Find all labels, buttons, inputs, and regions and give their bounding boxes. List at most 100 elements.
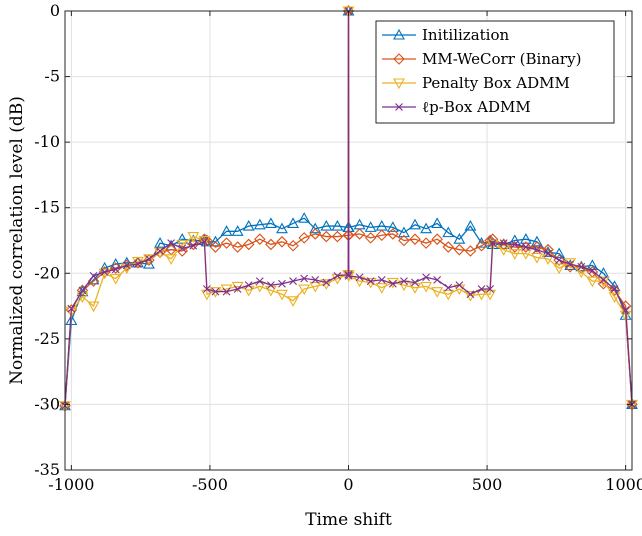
data-point <box>388 279 397 288</box>
legend-marker <box>395 103 403 111</box>
data-point <box>165 254 178 265</box>
data-point <box>67 304 76 313</box>
data-point <box>202 285 211 293</box>
data-point <box>377 275 386 284</box>
data-point <box>488 239 497 248</box>
data-point <box>420 281 433 293</box>
axis-ticks: -1000 -500 0 500 1000 0 -5 -10 -15 -20 -25 -30 -35 <box>34 1 642 494</box>
data-point <box>475 289 488 301</box>
data-point <box>220 225 233 236</box>
data-point <box>531 235 543 247</box>
data-point <box>519 249 532 260</box>
data-point <box>253 281 266 293</box>
data-point <box>610 285 619 293</box>
data-point <box>320 230 333 243</box>
data-point <box>510 240 519 249</box>
data-point <box>276 222 288 234</box>
data-point <box>209 235 222 247</box>
data-point <box>189 241 198 250</box>
y-tick-label: -10 <box>34 132 60 151</box>
data-point <box>533 245 541 254</box>
data-point <box>375 283 388 294</box>
data-point <box>187 232 200 243</box>
data-point <box>287 217 300 229</box>
data-point <box>331 230 344 243</box>
data-point <box>521 243 530 251</box>
y-axis-label: Normalized correlation level (dB) <box>7 96 27 385</box>
data-point <box>200 237 209 246</box>
data-point <box>176 239 189 251</box>
data-point <box>387 228 399 240</box>
data-point <box>320 219 333 231</box>
data-point <box>577 262 586 271</box>
data-point <box>109 273 122 285</box>
data-point <box>431 217 444 229</box>
data-point <box>209 241 222 253</box>
data-point <box>531 241 543 253</box>
data-point <box>553 247 566 259</box>
data-point <box>231 225 244 236</box>
data-point <box>98 266 111 278</box>
data-point <box>220 237 233 249</box>
data-point <box>287 296 300 307</box>
legend-item: Penalty Box ADMM <box>382 74 570 92</box>
data-point <box>201 234 213 247</box>
data-point <box>453 233 466 244</box>
legend: Initilization MM-WeCorr (Binary) Penalty B… <box>375 20 615 124</box>
data-point <box>176 233 189 244</box>
data-point <box>65 314 78 326</box>
data-point <box>253 218 266 230</box>
data-point <box>264 285 277 297</box>
y-tick-label: -30 <box>34 394 60 413</box>
legend-item: MM-WeCorr (Binary) <box>382 50 581 68</box>
data-point <box>553 263 566 275</box>
data-point <box>211 287 220 296</box>
data-point <box>276 289 288 301</box>
data-point <box>111 265 120 274</box>
data-point <box>355 273 364 282</box>
legend-marker <box>393 53 405 65</box>
data-point <box>409 283 421 294</box>
data-point <box>422 273 430 282</box>
data-point <box>544 249 552 258</box>
data-point <box>420 222 433 234</box>
data-point <box>254 233 266 245</box>
data-point <box>322 278 331 287</box>
y-tick-label: -5 <box>44 67 60 86</box>
data-point <box>200 289 213 301</box>
y-tick-label: 0 <box>50 1 60 20</box>
x-tick-label: 0 <box>343 475 353 494</box>
legend-item: ℓp-Box ADMM <box>382 98 531 116</box>
data-point <box>531 252 543 264</box>
data-point <box>442 241 455 253</box>
data-point <box>575 267 588 279</box>
y-tick-label: -15 <box>34 198 60 217</box>
data-point <box>242 238 255 251</box>
y-tick-label: -35 <box>34 460 60 479</box>
data-point <box>364 221 377 232</box>
data-point <box>167 239 176 248</box>
data-point <box>453 243 466 256</box>
data-point <box>411 278 419 287</box>
data-point <box>508 249 521 260</box>
data-point <box>265 238 277 251</box>
data-point <box>466 290 475 299</box>
data-point <box>455 281 464 289</box>
data-point <box>311 275 320 284</box>
x-tick-label: -1000 <box>48 475 94 494</box>
y-tick-label: -25 <box>34 329 60 348</box>
y-tick-label: -20 <box>34 263 60 282</box>
data-point <box>366 277 375 286</box>
data-point <box>364 232 377 244</box>
data-point <box>586 276 599 288</box>
data-point <box>76 284 89 297</box>
data-point <box>289 277 297 286</box>
x-tick-label: -500 <box>192 475 228 494</box>
data-point <box>386 221 399 232</box>
data-point <box>309 281 322 293</box>
data-point <box>608 292 621 304</box>
data-point <box>298 284 311 296</box>
data-point <box>475 239 488 252</box>
data-point <box>486 285 495 293</box>
